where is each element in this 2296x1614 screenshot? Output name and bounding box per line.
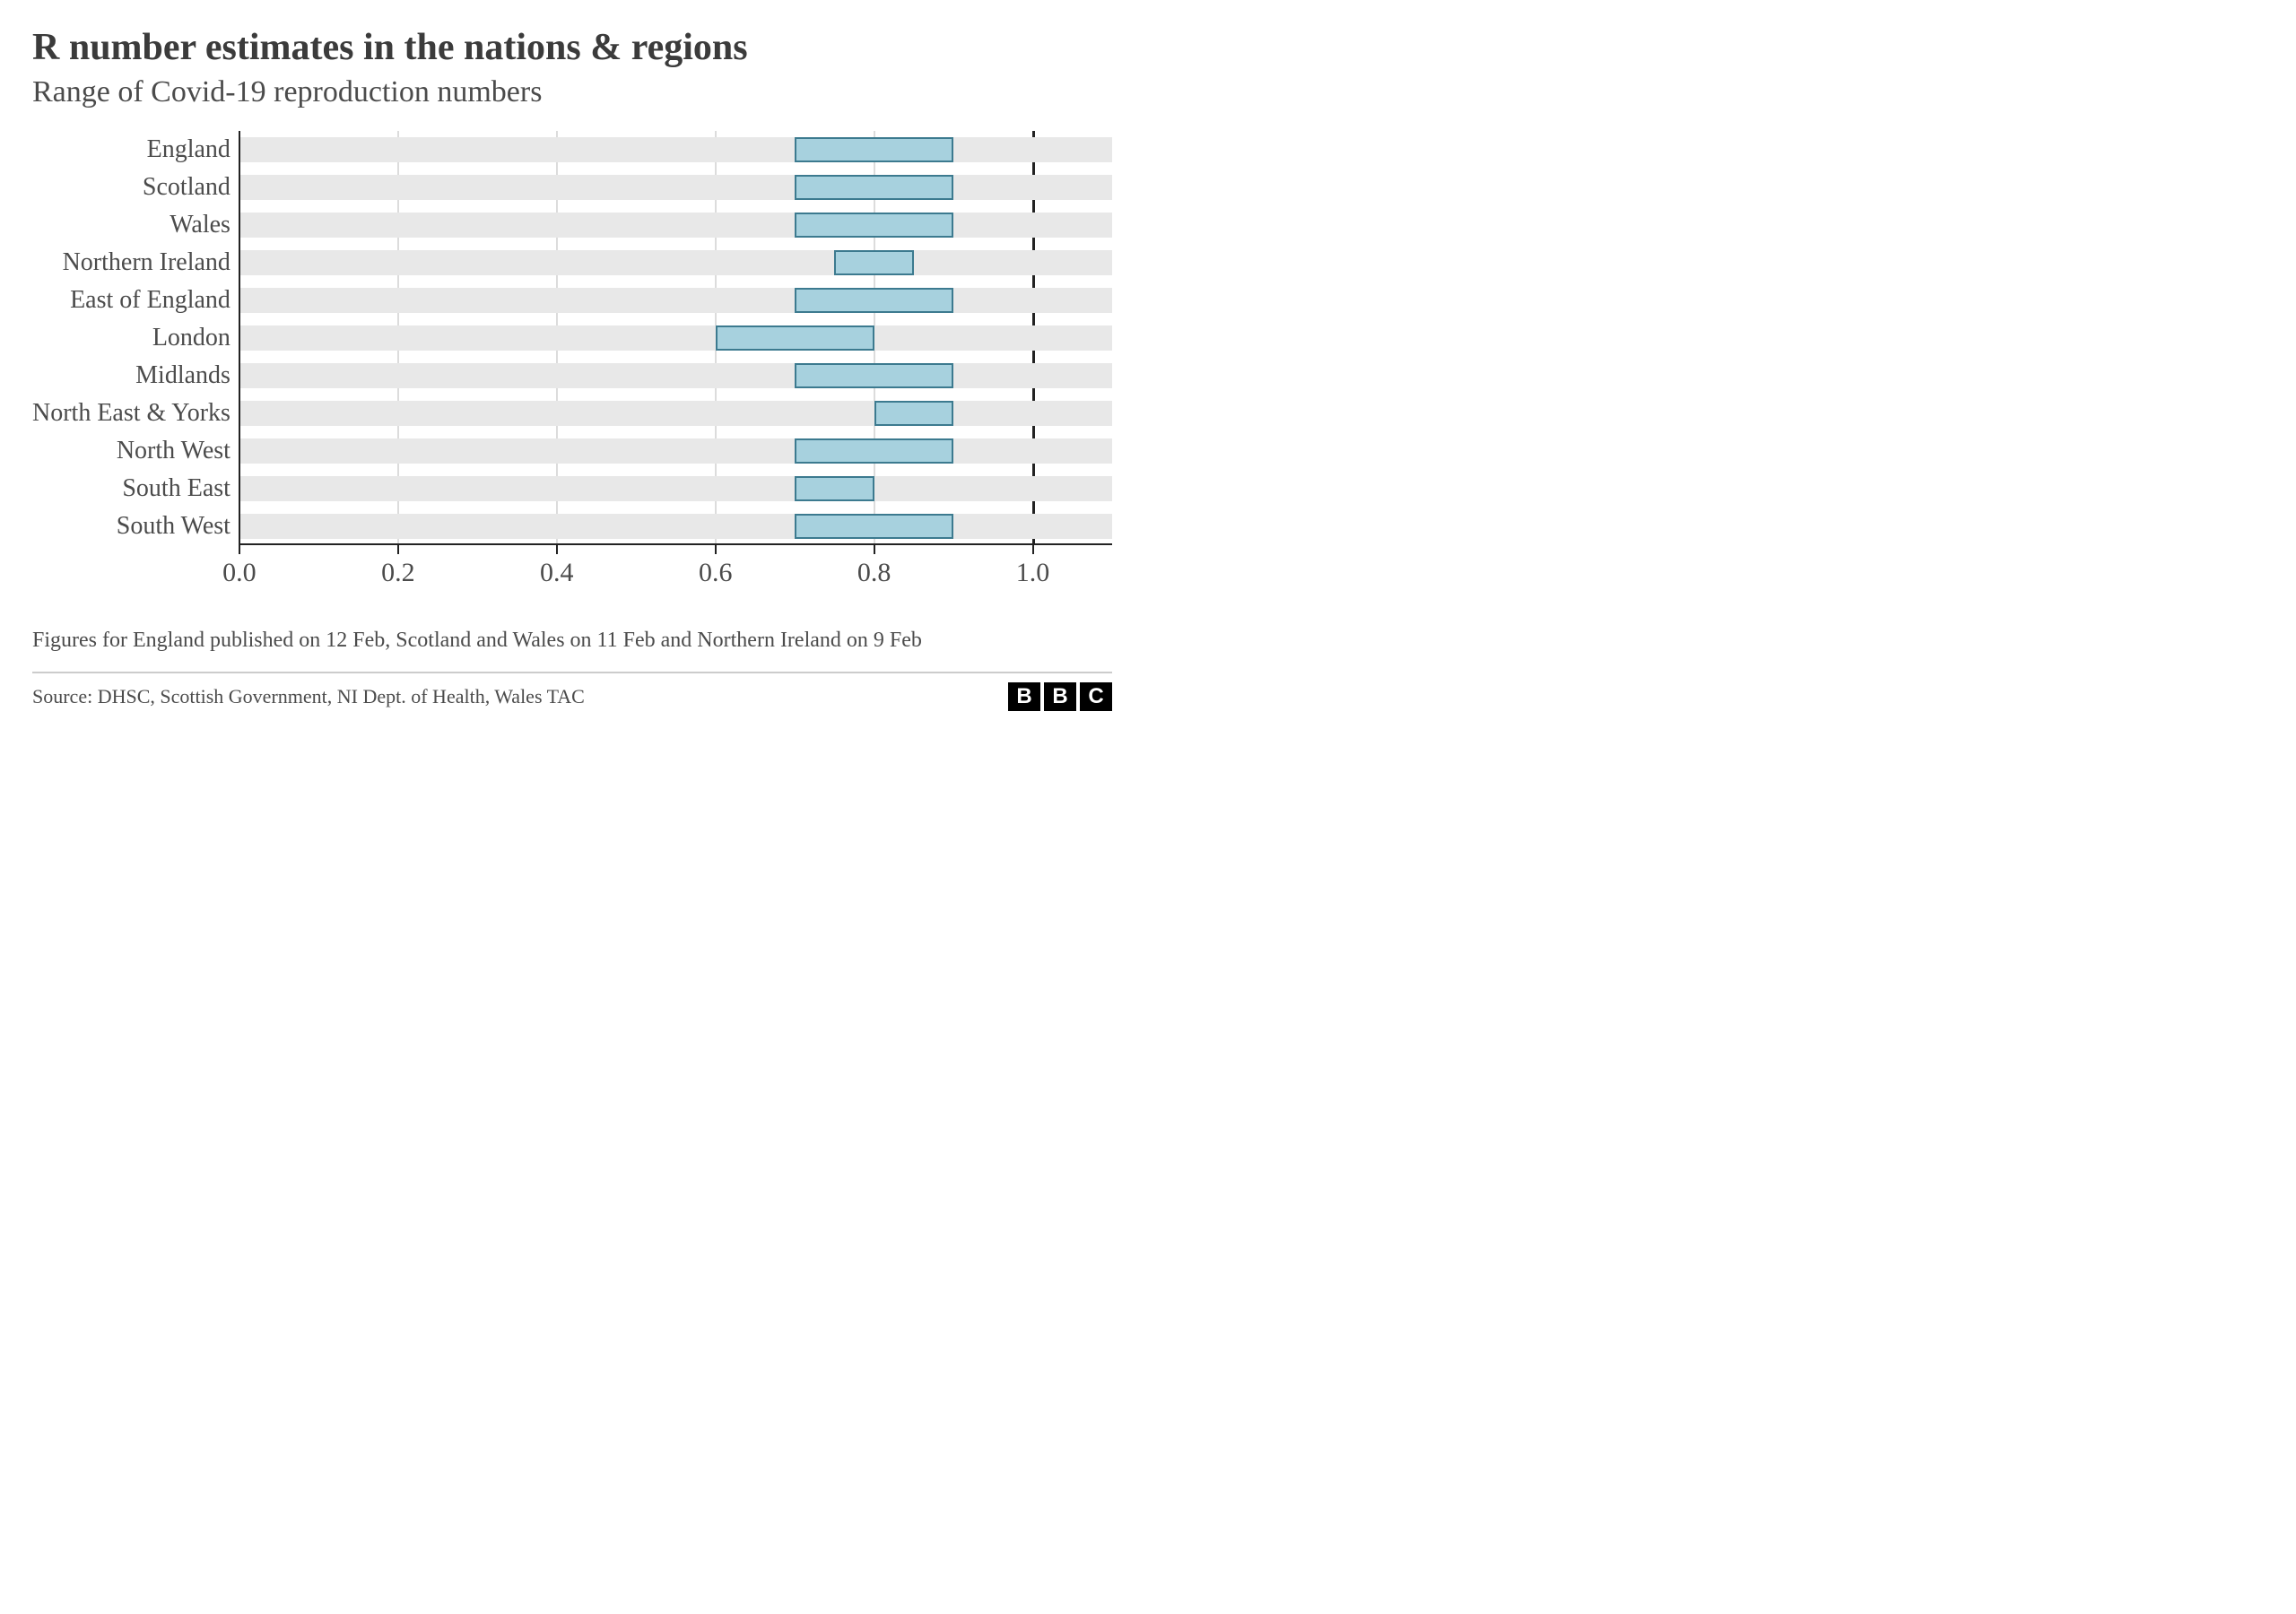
row-label: Midlands	[32, 357, 239, 395]
row-background	[239, 514, 1112, 539]
chart-note: Figures for England published on 12 Feb,…	[32, 626, 1112, 655]
row-track	[239, 470, 1112, 508]
row-label: East of England	[32, 282, 239, 319]
row-label: South East	[32, 470, 239, 508]
chart-subtitle: Range of Covid-19 reproduction numbers	[32, 75, 1112, 109]
chart-card: R number estimates in the nations & regi…	[0, 0, 1144, 729]
plot-region: 0.00.20.40.60.81.0	[239, 131, 1112, 599]
range-bar	[795, 137, 953, 162]
row-track	[239, 169, 1112, 206]
x-tick-mark	[239, 545, 240, 554]
row-background	[239, 250, 1112, 275]
range-bar	[795, 288, 953, 313]
x-tick-mark	[874, 545, 875, 554]
range-bar	[795, 175, 953, 200]
x-tick-label: 0.6	[699, 558, 733, 588]
range-bar	[795, 363, 953, 388]
source-row: Source: DHSC, Scottish Government, NI De…	[32, 672, 1112, 711]
chart-area: EnglandScotlandWalesNorthern IrelandEast…	[32, 131, 1112, 599]
row-track	[239, 357, 1112, 395]
y-axis-line	[239, 131, 240, 545]
row-label: Wales	[32, 206, 239, 244]
x-tick-label: 0.4	[540, 558, 574, 588]
range-bar	[795, 514, 953, 539]
x-tick-mark	[715, 545, 717, 554]
row-track	[239, 131, 1112, 169]
range-bar	[716, 325, 874, 351]
row-background	[239, 476, 1112, 501]
range-bar	[795, 438, 953, 464]
x-tick-mark	[556, 545, 558, 554]
row-background	[239, 363, 1112, 388]
x-tick-mark	[1032, 545, 1034, 554]
chart-title: R number estimates in the nations & regi…	[32, 27, 1112, 68]
row-background	[239, 401, 1112, 426]
row-track	[239, 282, 1112, 319]
x-axis: 0.00.20.40.60.81.0	[239, 545, 1112, 599]
row-track	[239, 395, 1112, 432]
row-label: South West	[32, 508, 239, 545]
row-background	[239, 325, 1112, 351]
row-label: Northern Ireland	[32, 244, 239, 282]
x-tick-mark	[397, 545, 399, 554]
row-label: England	[32, 131, 239, 169]
range-bar	[874, 401, 953, 426]
bbc-logo-letter: C	[1080, 682, 1112, 711]
row-background	[239, 175, 1112, 200]
row-background	[239, 213, 1112, 238]
x-tick-label: 0.8	[857, 558, 891, 588]
bbc-logo-letter: B	[1044, 682, 1076, 711]
x-tick-label: 0.2	[381, 558, 415, 588]
y-axis-labels: EnglandScotlandWalesNorthern IrelandEast…	[32, 131, 239, 599]
bbc-logo: B B C	[1008, 682, 1112, 711]
row-track	[239, 319, 1112, 357]
source-text: Source: DHSC, Scottish Government, NI De…	[32, 685, 585, 708]
bbc-logo-letter: B	[1008, 682, 1040, 711]
x-tick-label: 1.0	[1016, 558, 1050, 588]
row-label: North West	[32, 432, 239, 470]
range-bar	[834, 250, 913, 275]
row-label: London	[32, 319, 239, 357]
range-bar	[795, 213, 953, 238]
range-bar	[795, 476, 874, 501]
x-tick-label: 0.0	[222, 558, 257, 588]
data-rows	[239, 131, 1112, 545]
row-background	[239, 137, 1112, 162]
row-track	[239, 206, 1112, 244]
row-track	[239, 432, 1112, 470]
row-background	[239, 288, 1112, 313]
row-track	[239, 244, 1112, 282]
row-track	[239, 508, 1112, 545]
row-label: Scotland	[32, 169, 239, 206]
row-label: North East & Yorks	[32, 395, 239, 432]
row-background	[239, 438, 1112, 464]
